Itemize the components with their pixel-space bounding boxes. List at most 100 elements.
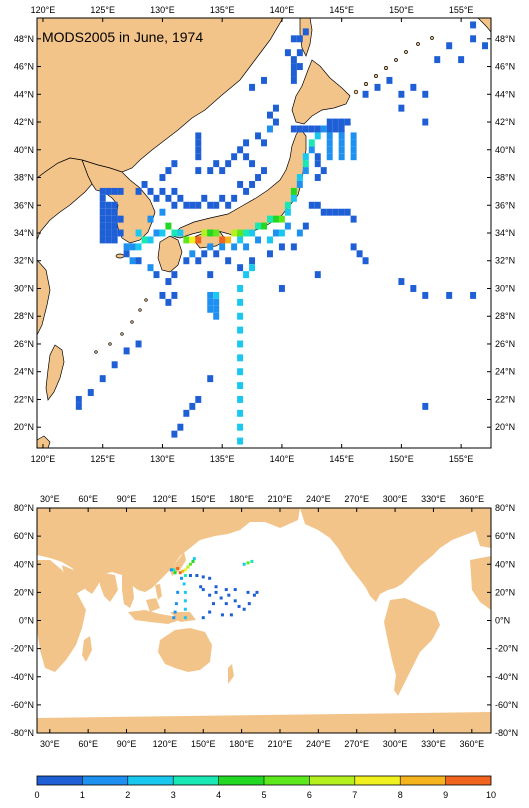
- observation-cell: [195, 132, 202, 140]
- observation-cell: [207, 291, 214, 299]
- observation-cell: [165, 222, 172, 230]
- ryukyu-island: [120, 332, 124, 336]
- observation-cell: [147, 187, 154, 195]
- observation-cell: [111, 187, 118, 195]
- observation-cell: [237, 437, 244, 445]
- observation-cell: [195, 139, 202, 147]
- global-observation-cell: [255, 590, 259, 594]
- x-tick-label-top: 30°E: [40, 494, 60, 504]
- colorbar-segment: [264, 776, 310, 785]
- observation-cell: [296, 174, 303, 181]
- observation-cell: [266, 215, 273, 223]
- observation-cell: [284, 49, 291, 57]
- observation-cell: [243, 271, 250, 279]
- observation-cell: [398, 90, 405, 98]
- observation-cell: [213, 305, 220, 313]
- north-america: [300, 508, 491, 602]
- observation-cell: [171, 291, 178, 299]
- y-tick-label-left: -60°N: [11, 700, 34, 710]
- observation-cell: [99, 229, 106, 237]
- observation-cell: [296, 229, 303, 237]
- colorbar-segment: [82, 776, 128, 785]
- observation-cell: [237, 395, 244, 403]
- observation-cell: [290, 76, 297, 84]
- observation-cell: [213, 298, 220, 306]
- observation-cell: [261, 167, 267, 175]
- observation-cell: [446, 291, 453, 299]
- observation-cell: [338, 125, 345, 133]
- observation-cell: [207, 298, 214, 306]
- colorbar-segment: [445, 776, 491, 785]
- y-tick-label-right: 44°N: [495, 89, 515, 99]
- observation-cell: [195, 395, 202, 403]
- observation-cell: [87, 389, 94, 396]
- taiwan: [45, 344, 65, 401]
- observation-cell: [111, 208, 118, 216]
- antarctica: [37, 712, 491, 733]
- observation-cell: [231, 153, 238, 161]
- observation-cell: [326, 153, 333, 161]
- observation-cell: [290, 70, 297, 77]
- observation-cell: [255, 222, 262, 230]
- y-tick-label-right: 24°N: [495, 367, 515, 377]
- observation-cell: [362, 257, 369, 265]
- global-observation-cell: [201, 575, 205, 579]
- global-observation-cell: [183, 607, 187, 611]
- observation-cell: [99, 194, 106, 202]
- x-tick-label-top: 155°E: [449, 5, 474, 15]
- observation-cell: [207, 201, 214, 209]
- x-tick-label-bottom: 150°E: [389, 454, 414, 464]
- observation-cell: [237, 382, 244, 390]
- arabia: [62, 565, 86, 594]
- y-tick-label-left: 32°N: [14, 256, 34, 266]
- observation-cell: [314, 201, 321, 209]
- observation-cell: [123, 243, 130, 251]
- observation-cell: [147, 236, 154, 244]
- x-tick-label-top: 60°E: [78, 494, 98, 504]
- x-tick-label-top: 120°E: [31, 5, 56, 15]
- global-observation-cell: [224, 602, 228, 606]
- observation-cell: [111, 229, 118, 237]
- observation-cell: [237, 409, 244, 417]
- observation-cell: [237, 180, 244, 188]
- observation-cell: [398, 104, 405, 112]
- kuril-island: [384, 66, 388, 70]
- y-tick-label-right: 40°N: [495, 559, 515, 569]
- global-observation-cell: [246, 590, 250, 594]
- x-tick-label-bottom: 130°E: [150, 454, 175, 464]
- observation-cell: [189, 236, 196, 244]
- observation-cell: [237, 298, 244, 306]
- y-tick-label-left: -40°N: [11, 672, 34, 682]
- global-observation-cell: [172, 568, 176, 572]
- observation-cell: [261, 139, 267, 147]
- x-tick-label-bottom: 360°E: [460, 739, 485, 749]
- observation-cell: [302, 28, 309, 36]
- observation-cell: [105, 187, 112, 195]
- observation-cell: [278, 285, 285, 292]
- kuril-island: [404, 50, 408, 54]
- observation-cell: [332, 125, 339, 133]
- observation-cell: [410, 83, 417, 91]
- observation-cell: [398, 278, 405, 286]
- global-observation-cell: [242, 607, 246, 611]
- observation-cell: [266, 250, 273, 258]
- observation-cell: [231, 229, 238, 237]
- observation-cell: [123, 250, 130, 258]
- x-tick-label-top: 145°E: [329, 5, 354, 15]
- observation-cell: [237, 146, 244, 154]
- colorbar-label: 6: [307, 790, 312, 800]
- observation-cell: [290, 63, 297, 71]
- observation-cell: [314, 271, 321, 279]
- observation-cell: [266, 236, 273, 244]
- observation-cell: [183, 201, 190, 209]
- global-observation-cell: [183, 574, 187, 577]
- colorbar-segment: [218, 776, 264, 785]
- observation-cell: [314, 153, 321, 161]
- global-land: [37, 508, 491, 733]
- y-tick-label-left: 30°N: [14, 283, 34, 293]
- observation-cell: [284, 208, 291, 216]
- observation-cell: [123, 347, 130, 355]
- observation-cell: [308, 146, 315, 154]
- observation-cell: [350, 243, 357, 251]
- observation-cell: [135, 187, 142, 195]
